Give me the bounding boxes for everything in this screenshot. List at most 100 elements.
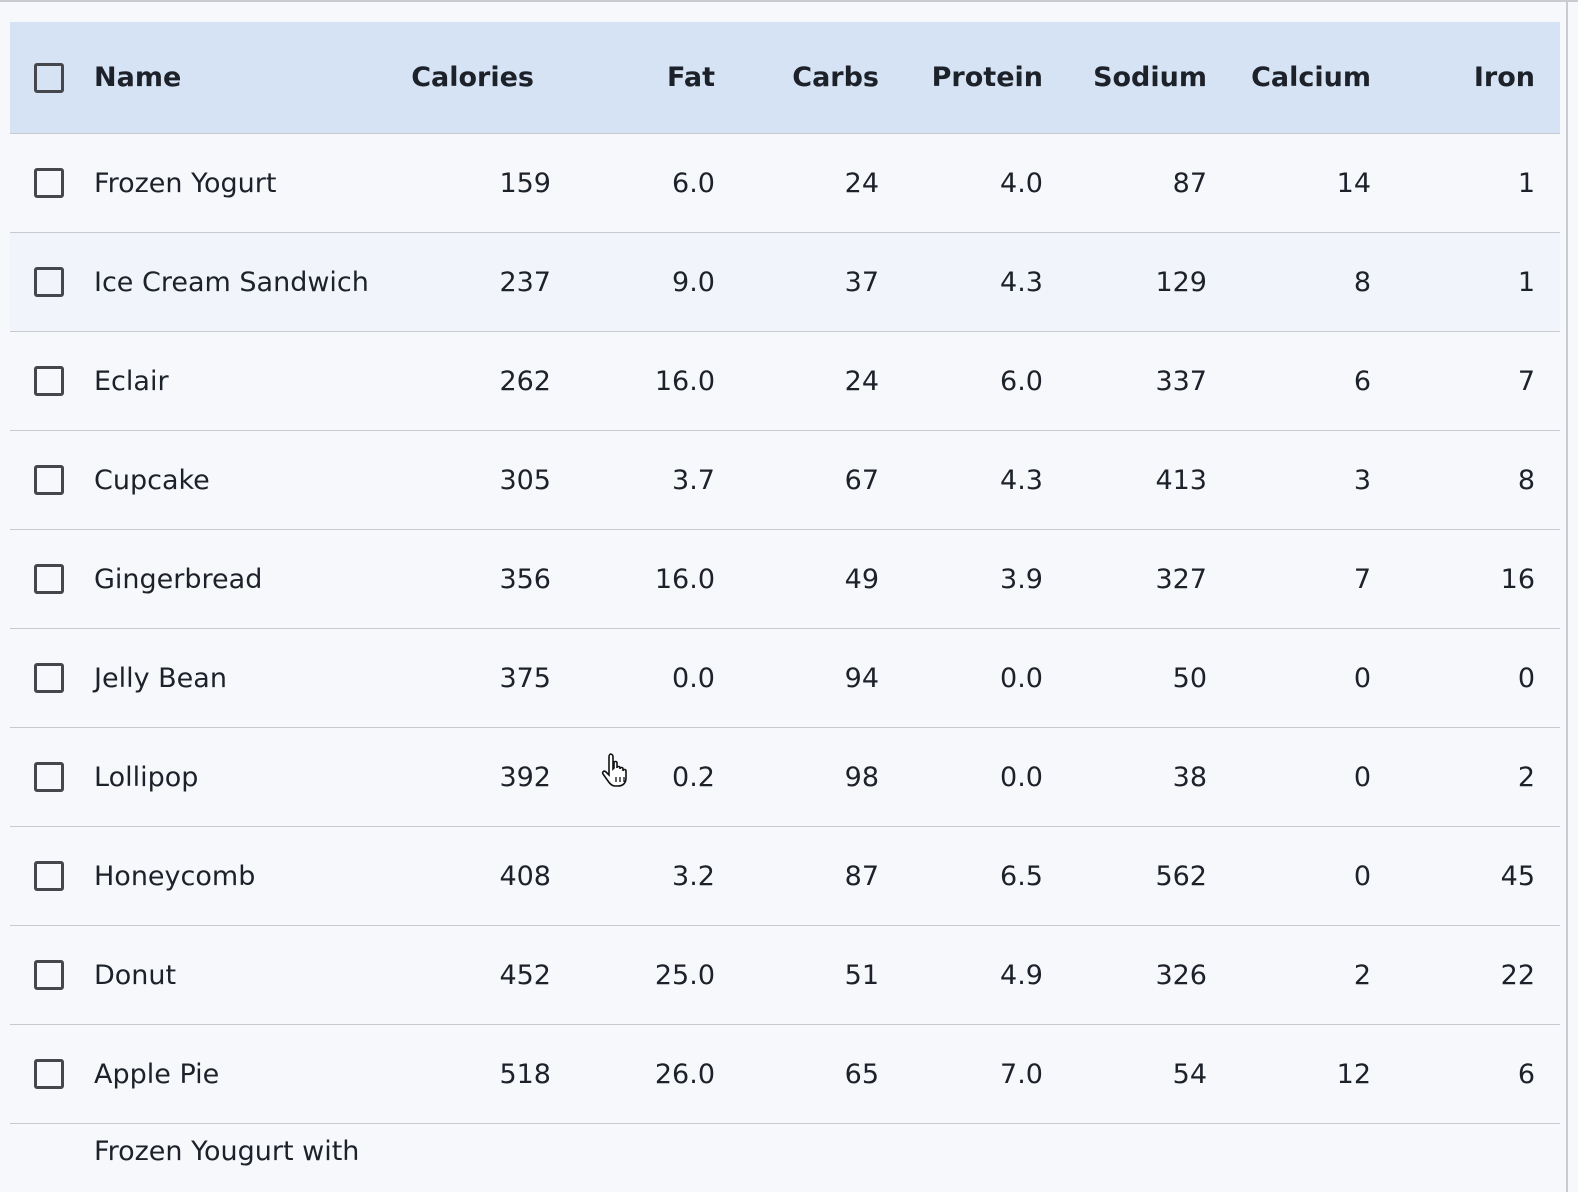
cell-calcium: 0	[1353, 761, 1371, 793]
table-row[interactable]: Honeycomb 408 3.2 87 6.5 562 0 45	[10, 827, 1560, 926]
cell-name: Eclair	[94, 365, 169, 397]
cell-carbs: 94	[844, 662, 879, 694]
table-row[interactable]: Lollipop 392 0.2 98 0.0 38 0 2	[10, 728, 1560, 827]
row-checkbox[interactable]	[34, 168, 64, 198]
cell-calories: 408	[499, 860, 551, 892]
cell-fat: 25.0	[654, 959, 715, 991]
cell-carbs: 37	[844, 266, 879, 298]
column-header-name[interactable]: Name	[94, 62, 182, 93]
cell-sodium: 326	[1155, 959, 1207, 991]
cell-name: Frozen Yougurt with	[94, 1136, 360, 1167]
cell-protein: 4.0	[1000, 167, 1043, 199]
table-row[interactable]: Gingerbread 356 16.0 49 3.9 327 7 16	[10, 530, 1560, 629]
column-header-protein[interactable]: Protein	[931, 62, 1043, 93]
row-checkbox[interactable]	[34, 366, 64, 396]
cell-name: Cupcake	[94, 464, 210, 496]
cell-calories: 237	[499, 266, 551, 298]
cell-iron: 16	[1500, 563, 1535, 595]
cell-name: Ice Cream Sandwich	[94, 266, 369, 298]
cell-carbs: 98	[844, 761, 879, 793]
cell-fat: 3.7	[672, 464, 715, 496]
row-checkbox[interactable]	[34, 762, 64, 792]
cell-calories: 356	[499, 563, 551, 595]
column-header-fat[interactable]: Fat	[667, 62, 715, 93]
table-row[interactable]: Cupcake 305 3.7 67 4.3 413 3 8	[10, 431, 1560, 530]
select-all-checkbox[interactable]	[34, 62, 64, 93]
cell-fat: 16.0	[654, 563, 715, 595]
cell-name: Apple Pie	[94, 1058, 220, 1090]
table-row[interactable]: Donut 452 25.0 51 4.9 326 2 22	[10, 926, 1560, 1025]
cell-fat: 9.0	[672, 266, 715, 298]
cell-protein: 6.5	[1000, 860, 1043, 892]
cell-carbs: 24	[844, 167, 879, 199]
cell-fat: 0.0	[672, 662, 715, 694]
cell-protein: 4.9	[1000, 959, 1043, 991]
cell-calories: 262	[499, 365, 551, 397]
cell-protein: 3.9	[1000, 563, 1043, 595]
cell-name: Gingerbread	[94, 563, 263, 595]
row-checkbox[interactable]	[34, 1059, 64, 1089]
cell-sodium: 129	[1155, 266, 1207, 298]
cell-iron: 45	[1500, 860, 1535, 892]
cell-sodium: 87	[1172, 167, 1207, 199]
cell-calories: 375	[499, 662, 551, 694]
row-checkbox[interactable]	[34, 267, 64, 297]
cell-protein: 0.0	[1000, 761, 1043, 793]
row-checkbox[interactable]	[34, 663, 64, 693]
cell-sodium: 50	[1172, 662, 1207, 694]
table-row[interactable]: Eclair 262 16.0 24 6.0 337 6 7	[10, 332, 1560, 431]
cell-calcium: 3	[1353, 464, 1371, 496]
cell-iron: 2	[1517, 761, 1535, 793]
cell-sodium: 337	[1155, 365, 1207, 397]
column-header-iron[interactable]: Iron	[1473, 62, 1535, 93]
table-row[interactable]: Jelly Bean 375 0.0 94 0.0 50 0 0	[10, 629, 1560, 728]
cell-iron: 1	[1517, 167, 1535, 199]
cell-calcium: 0	[1353, 860, 1371, 892]
row-checkbox[interactable]	[34, 564, 64, 594]
cell-sodium: 38	[1172, 761, 1207, 793]
column-header-sodium[interactable]: Sodium	[1093, 62, 1207, 93]
row-checkbox[interactable]	[34, 861, 64, 891]
cell-calories: 305	[499, 464, 551, 496]
cell-carbs: 51	[844, 959, 879, 991]
cell-carbs: 87	[844, 860, 879, 892]
data-table: Name Calories Fat Carbs Protein Sodium Calcium…	[10, 22, 1560, 1174]
cell-protein: 4.3	[1000, 464, 1043, 496]
cell-name: Jelly Bean	[94, 662, 227, 694]
cell-protein: 0.0	[1000, 662, 1043, 694]
cell-fat: 16.0	[654, 365, 715, 397]
cell-calcium: 14	[1336, 167, 1371, 199]
cell-name: Lollipop	[94, 761, 199, 793]
cell-name: Frozen Yogurt	[94, 167, 277, 199]
cell-calcium: 12	[1336, 1058, 1371, 1090]
cell-protein: 4.3	[1000, 266, 1043, 298]
cell-calcium: 6	[1353, 365, 1371, 397]
column-header-carbs[interactable]: Carbs	[792, 62, 879, 93]
cell-carbs: 49	[844, 563, 879, 595]
window-top-border	[0, 0, 1578, 2]
column-header-calcium[interactable]: Calcium	[1251, 62, 1371, 93]
row-checkbox[interactable]	[34, 960, 64, 990]
cell-iron: 22	[1500, 959, 1535, 991]
cell-fat: 6.0	[672, 167, 715, 199]
cell-iron: 1	[1517, 266, 1535, 298]
cell-carbs: 67	[844, 464, 879, 496]
cell-protein: 7.0	[1000, 1058, 1043, 1090]
cell-name: Donut	[94, 959, 177, 991]
cell-calories: 518	[499, 1058, 551, 1090]
cell-calories: 452	[499, 959, 551, 991]
row-checkbox[interactable]	[34, 465, 64, 495]
hand-pointer-icon	[601, 753, 627, 787]
cell-carbs: 65	[844, 1058, 879, 1090]
table-row[interactable]: Apple Pie 518 26.0 65 7.0 54 12 6	[10, 1025, 1560, 1124]
table-row[interactable]: Frozen Yogurt 159 6.0 24 4.0 87 14 1	[10, 134, 1560, 233]
table-header-row: Name Calories Fat Carbs Protein Sodium Calcium…	[10, 22, 1560, 134]
cell-iron: 8	[1517, 464, 1535, 496]
cell-sodium: 54	[1172, 1058, 1207, 1090]
cell-sodium: 562	[1155, 860, 1207, 892]
column-header-calories[interactable]: Calories	[411, 62, 534, 93]
table-row[interactable]: Ice Cream Sandwich 237 9.0 37 4.3 129 8 1	[10, 233, 1560, 332]
cell-calcium: 8	[1353, 266, 1371, 298]
cell-fat: 0.2	[672, 761, 715, 793]
